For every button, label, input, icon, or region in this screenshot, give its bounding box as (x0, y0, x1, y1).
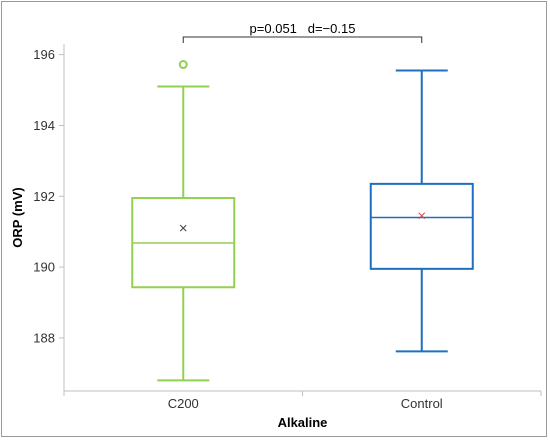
significance-bracket (182, 36, 423, 43)
significance-annotation: p=0.051 d=−0.15 (182, 21, 423, 43)
box-control (369, 69, 474, 353)
y-tick-label: 192 (33, 189, 55, 204)
iqr-box (369, 182, 474, 270)
x-axis-title: Alkaline (278, 415, 328, 430)
box-c200 (131, 60, 236, 382)
y-tick-label: 190 (33, 260, 55, 275)
significance-label: p=0.051 d=−0.15 (250, 21, 356, 36)
y-tick-label: 188 (33, 330, 55, 345)
y-ticks: 188 190 192 194 196 (33, 47, 64, 345)
mean-marker (179, 224, 187, 232)
mean-marker (418, 212, 426, 220)
x-tick-label: Control (401, 396, 443, 411)
y-axis-title: ORP (mV) (10, 187, 25, 247)
outlier-point (178, 60, 188, 70)
y-tick-label: 196 (33, 47, 55, 62)
y-tick-label: 194 (33, 118, 55, 133)
x-tick-label: C200 (168, 396, 199, 411)
boxes (131, 60, 474, 382)
x-ticks: C200 Control (63, 391, 542, 411)
